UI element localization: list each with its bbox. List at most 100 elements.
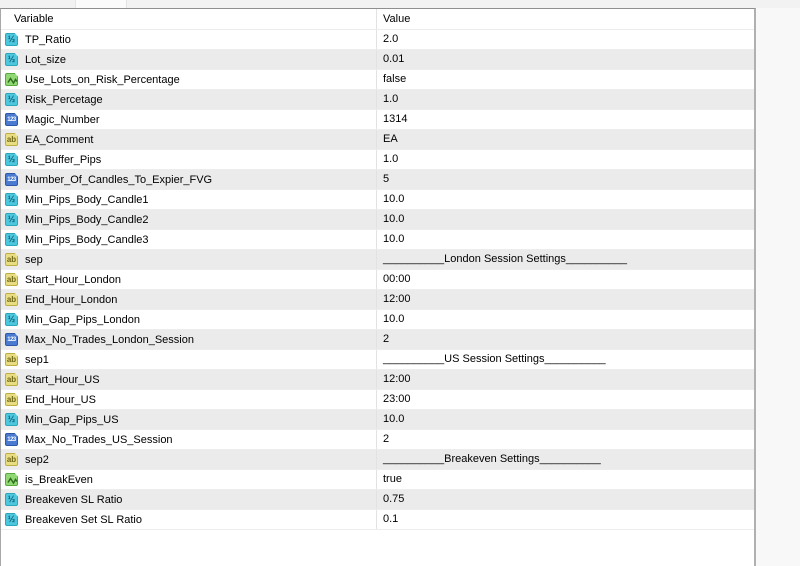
table-row[interactable]: 123 Max_No_Trades_US_Session 2 [1, 430, 754, 450]
variable-name: Start_Hour_London [25, 273, 122, 286]
variable-value[interactable]: 5 [376, 170, 754, 189]
variable-value[interactable]: 1314 [376, 110, 754, 129]
variable-value[interactable]: 10.0 [376, 190, 754, 209]
variable-cell: 123 Number_Of_Candles_To_Expier_FVG [1, 170, 376, 189]
variable-value[interactable]: 1.0 [376, 150, 754, 169]
variable-name: sep2 [25, 453, 49, 466]
double-icon: ½ [5, 513, 18, 526]
type-glyph: ½ [7, 34, 16, 44]
table-row[interactable]: ab sep2 __________Breakeven Settings______… [1, 450, 754, 470]
double-icon: ½ [5, 53, 18, 66]
variable-cell: ab sep [1, 250, 376, 269]
type-glyph: ½ [7, 194, 16, 204]
tab-bottom-edge[interactable] [75, 0, 127, 8]
variable-cell: ½ SL_Buffer_Pips [1, 150, 376, 169]
variable-value[interactable]: 2 [376, 430, 754, 449]
variable-cell: ab End_Hour_US [1, 390, 376, 409]
table-row[interactable]: ½ Lot_size 0.01 [1, 50, 754, 70]
variable-cell: is_BreakEven [1, 470, 376, 489]
variable-value[interactable]: 23:00 [376, 390, 754, 409]
table-row[interactable]: ½ Breakeven Set SL Ratio 0.1 [1, 510, 754, 530]
variable-name: SL_Buffer_Pips [25, 153, 102, 166]
type-glyph: ½ [7, 514, 16, 524]
column-header-variable: Variable [14, 13, 54, 25]
variable-name: End_Hour_US [25, 393, 96, 406]
variable-value[interactable]: 0.01 [376, 50, 754, 69]
variable-value[interactable]: 12:00 [376, 290, 754, 309]
table-row[interactable]: ½ Min_Pips_Body_Candle3 10.0 [1, 230, 754, 250]
table-row[interactable]: ab sep1 __________US Session Settings_____… [1, 350, 754, 370]
double-icon: ½ [5, 93, 18, 106]
tab-strip [0, 0, 800, 8]
type-glyph: 123 [7, 337, 16, 343]
variable-cell: ½ Min_Pips_Body_Candle1 [1, 190, 376, 209]
integer-icon: 123 [5, 113, 18, 126]
variable-value[interactable]: 10.0 [376, 410, 754, 429]
string-icon: ab [5, 453, 18, 466]
variable-value[interactable]: true [376, 470, 754, 489]
variable-name: Magic_Number [25, 113, 100, 126]
variable-value[interactable]: false [376, 70, 754, 89]
table-row[interactable]: ab End_Hour_London 12:00 [1, 290, 754, 310]
table-row[interactable]: is_BreakEven true [1, 470, 754, 490]
table-row[interactable]: ab EA_Comment EA [1, 130, 754, 150]
table-row[interactable]: ½ Min_Pips_Body_Candle1 10.0 [1, 190, 754, 210]
variable-name: End_Hour_London [25, 293, 118, 306]
type-glyph: ½ [7, 54, 16, 64]
variable-cell: 123 Magic_Number [1, 110, 376, 129]
variable-name: is_BreakEven [25, 473, 93, 486]
table-row[interactable]: 123 Magic_Number 1314 [1, 110, 754, 130]
variable-name: Number_Of_Candles_To_Expier_FVG [25, 173, 213, 186]
variable-value[interactable]: __________London Session Settings_______… [376, 250, 754, 269]
table-row[interactable]: ½ Risk_Percetage 1.0 [1, 90, 754, 110]
variable-value[interactable]: 2 [376, 330, 754, 349]
variable-value[interactable]: EA [376, 130, 754, 149]
variable-value[interactable]: __________Breakeven Settings__________ [376, 450, 754, 469]
string-icon: ab [5, 133, 18, 146]
variable-value[interactable]: 2.0 [376, 30, 754, 49]
double-icon: ½ [5, 493, 18, 506]
table-row[interactable]: ab End_Hour_US 23:00 [1, 390, 754, 410]
table-row[interactable]: Use_Lots_on_Risk_Percentage false [1, 70, 754, 90]
integer-icon: 123 [5, 173, 18, 186]
variable-name: Min_Pips_Body_Candle3 [25, 233, 149, 246]
table-row[interactable]: ½ Min_Pips_Body_Candle2 10.0 [1, 210, 754, 230]
variable-cell: ½ Risk_Percetage [1, 90, 376, 109]
integer-icon: 123 [5, 333, 18, 346]
type-glyph: ab [6, 455, 17, 464]
table-row[interactable]: 123 Max_No_Trades_London_Session 2 [1, 330, 754, 350]
variable-name: Min_Gap_Pips_London [25, 313, 140, 326]
variable-cell: ab Start_Hour_US [1, 370, 376, 389]
table-row[interactable]: ab sep __________London Session Settings__… [1, 250, 754, 270]
variable-value[interactable]: 10.0 [376, 310, 754, 329]
variable-value[interactable]: 0.1 [376, 510, 754, 529]
variable-value[interactable]: 10.0 [376, 210, 754, 229]
type-glyph: 123 [7, 177, 16, 183]
table-row[interactable]: ab Start_Hour_US 12:00 [1, 370, 754, 390]
table-row[interactable]: ½ SL_Buffer_Pips 1.0 [1, 150, 754, 170]
table-row[interactable]: ab Start_Hour_London 00:00 [1, 270, 754, 290]
variable-value[interactable]: 12:00 [376, 370, 754, 389]
variable-value[interactable]: 10.0 [376, 230, 754, 249]
variable-cell: ½ Min_Gap_Pips_US [1, 410, 376, 429]
variable-value[interactable]: 00:00 [376, 270, 754, 289]
variable-name: Use_Lots_on_Risk_Percentage [25, 73, 180, 86]
table-row[interactable]: ½ Min_Gap_Pips_US 10.0 [1, 410, 754, 430]
table-row[interactable]: ½ Min_Gap_Pips_London 10.0 [1, 310, 754, 330]
variable-value[interactable]: 0.75 [376, 490, 754, 509]
variable-name: Breakeven SL Ratio [25, 493, 123, 506]
variable-value[interactable]: __________US Session Settings__________ [376, 350, 754, 369]
type-glyph: 123 [7, 437, 16, 443]
variable-value[interactable]: 1.0 [376, 90, 754, 109]
table-row[interactable]: ½ Breakeven SL Ratio 0.75 [1, 490, 754, 510]
table-row[interactable]: ½ TP_Ratio 2.0 [1, 30, 754, 50]
table-row[interactable]: 123 Number_Of_Candles_To_Expier_FVG 5 [1, 170, 754, 190]
integer-icon: 123 [5, 433, 18, 446]
variable-name: Risk_Percetage [25, 93, 103, 106]
variable-cell: 123 Max_No_Trades_US_Session [1, 430, 376, 449]
parameter-rows: ½ TP_Ratio 2.0 ½ Lot_size 0.01 Use_Lots_on_Ris… [1, 30, 754, 530]
variable-name: sep [25, 253, 43, 266]
variable-cell: ½ Min_Pips_Body_Candle3 [1, 230, 376, 249]
variable-name: EA_Comment [25, 133, 94, 146]
